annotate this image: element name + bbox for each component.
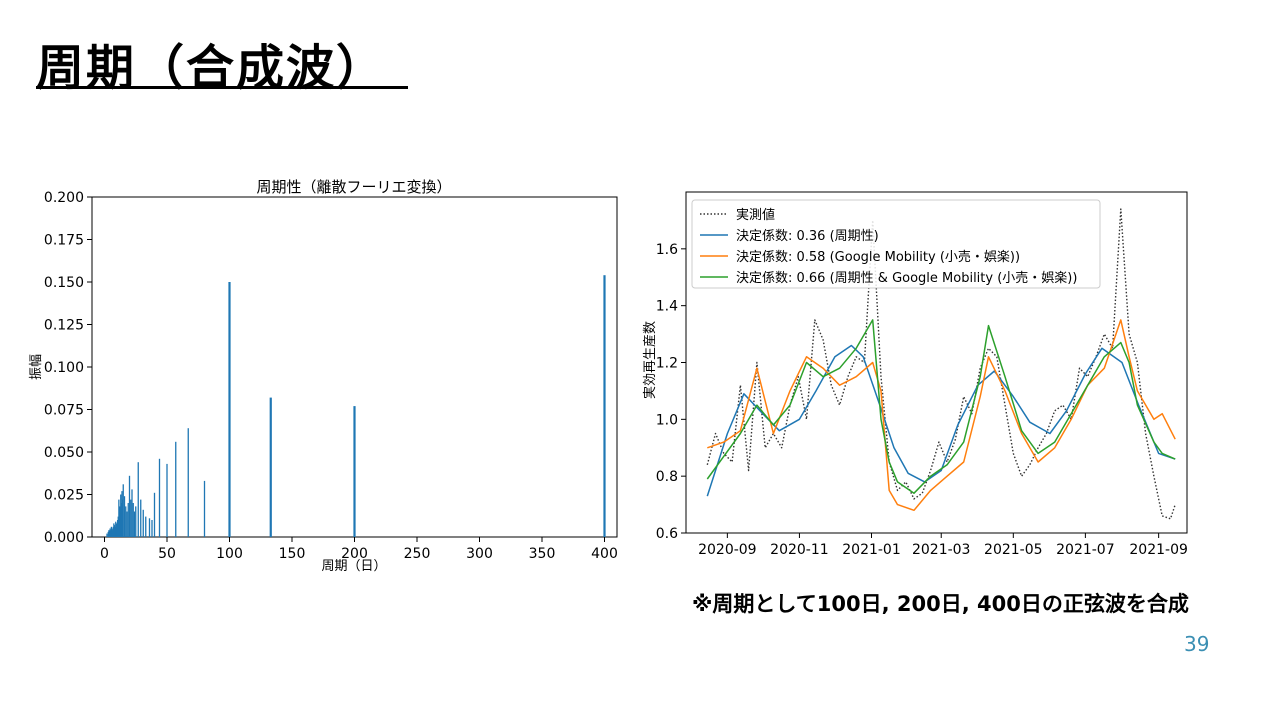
y-tick-label: 0.6 [656,526,678,542]
bar [123,496,126,537]
y-tick-label: 1.6 [656,242,678,258]
x-tick-label: 250 [404,546,431,562]
bar [140,499,142,537]
legend-label: 決定係数: 0.58 (Google Mobility (小売・娯楽)) [736,249,1020,265]
y-tick-label: 1.0 [656,412,678,428]
title-underline [36,86,408,89]
legend-label: 決定係数: 0.36 (周期性) [736,229,879,244]
y-tick-label: 0.150 [44,275,84,291]
legend-box [691,199,1101,289]
y-tick-label: 0.100 [44,360,84,376]
line-chart-axes: 0.6 0.8 1.0 1.2 1.4 1.6 2020-09 2020-11 2021-01 2… [656,191,1188,558]
bar [353,406,356,537]
bar [142,509,144,537]
bar [135,506,137,537]
y-tick-label: 1.4 [656,299,678,315]
y-tick-label: 0.125 [44,318,84,334]
bar-chart-bars [106,275,606,537]
legend-label: 決定係数: 0.66 (周期性 & Google Mobility (小売・娯楽… [736,270,1077,286]
x-tick-label: 400 [591,546,618,562]
y-tick-label: 0.050 [44,445,84,461]
bar [137,462,139,537]
bar-chart-axes: 0.000 0.025 0.050 0.075 0.100 0.125 0.150 0.175… [44,190,618,562]
x-tick-label: 300 [466,546,493,562]
bar [153,492,156,537]
bar [130,499,132,537]
y-tick-label: 1.2 [656,356,678,372]
bar [122,484,124,537]
x-tick-label: 2020-09 [698,542,757,558]
x-tick-label: 2021-03 [912,542,971,558]
rt-line-chart: 実効再生産数 0.6 0.8 1.0 1.2 1.4 1.6 2020-09 2020-11 2… [642,191,1188,558]
x-tick-label: 2021-07 [1056,542,1115,558]
y-tick-label: 0.000 [44,530,84,546]
y-tick-label: 0.200 [44,190,84,206]
x-tick-label: 0 [100,546,109,562]
x-tick-label: 350 [529,546,556,562]
bar [228,282,231,537]
bar [203,480,206,537]
x-tick-label: 2020-11 [770,542,829,558]
series-line [706,344,1176,497]
line-chart-series [706,208,1176,520]
x-tick-label: 50 [158,546,176,562]
y-tick-label: 0.8 [656,469,678,485]
y-tick-label: 0.075 [44,403,84,419]
x-tick-label: 100 [216,546,243,562]
series-line [707,319,1176,512]
bar [125,506,127,537]
bar [133,511,136,537]
bar [158,458,161,537]
legend-label: 実測値 [736,207,775,223]
bar [145,516,147,537]
bar [148,518,151,537]
bar-chart-ylabel: 振幅 [29,354,44,380]
bar [132,503,134,537]
bar [106,533,108,537]
y-tick-label: 0.175 [44,233,84,249]
x-tick-label: 2021-05 [984,542,1042,558]
bar [127,503,129,537]
bar [603,275,606,537]
bar-chart-xlabel: 周期（日） [321,559,386,574]
bar [175,441,177,537]
bar [269,397,272,537]
fft-bar-chart: 周期性（離散フーリエ変換） 周期（日） 振幅 0.0000.0250.0500.… [29,178,618,574]
bar [151,520,153,537]
plot-frame [685,191,1188,534]
series-line [706,319,1176,494]
x-tick-label: 200 [341,546,368,562]
y-tick-label: 0.025 [44,488,84,504]
page-number: 39 [1184,632,1210,656]
series-line [706,208,1176,520]
x-tick-label: 2021-09 [1129,542,1188,558]
x-tick-label: 2021-01 [842,542,901,558]
bar [131,489,133,537]
line-chart-ylabel: 実効再生産数 [642,321,658,399]
bar-chart-title: 周期性（離散フーリエ変換） [256,178,451,196]
x-tick-label: 150 [279,546,306,562]
footnote: ※周期として100日, 200日, 400日の正弦波を合成 [692,592,1189,616]
bar [166,463,168,537]
bar [126,511,128,537]
bar [187,428,189,537]
bar [128,475,131,537]
